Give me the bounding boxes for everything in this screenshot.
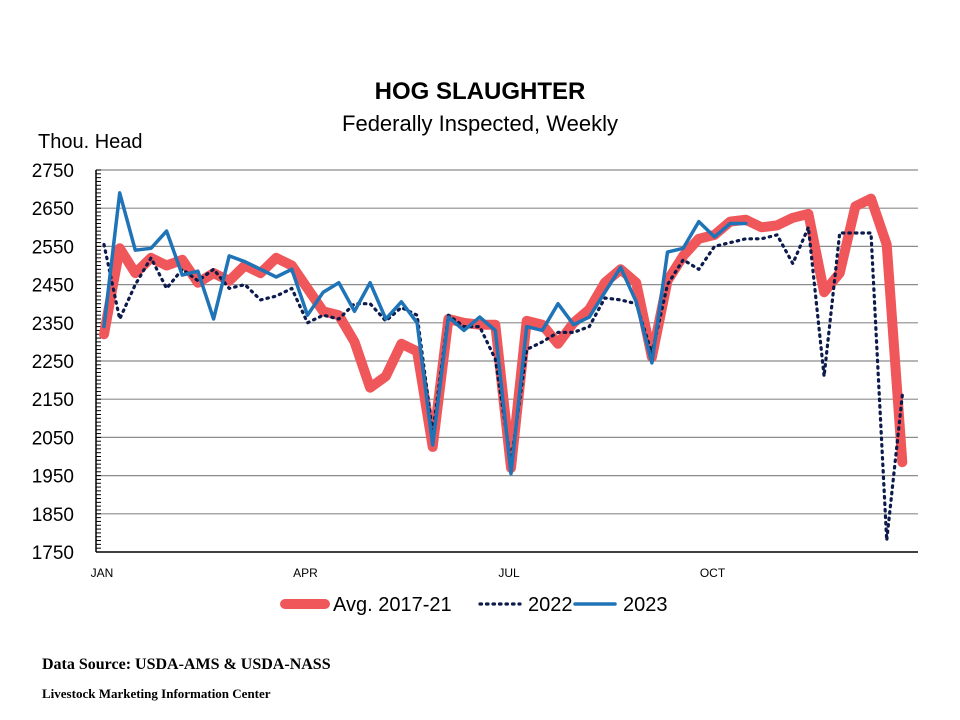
- x-tick-label: JUL: [498, 566, 520, 580]
- series-lines: [99, 191, 908, 543]
- y-tick-label: 1750: [32, 543, 74, 564]
- x-tick-label: JAN: [91, 566, 114, 580]
- y-tick-label: 2250: [32, 352, 74, 373]
- data-source-note: Data Source: USDA-AMS & USDA-NASS: [42, 656, 331, 673]
- y-axis-unit-label: Thou. Head: [38, 131, 143, 153]
- y-tick-label: 2750: [32, 161, 74, 182]
- chart-subtitle: Federally Inspected, Weekly: [342, 111, 618, 136]
- y-tick-label: 1950: [32, 467, 74, 488]
- legend-label-0: Avg. 2017-21: [333, 594, 452, 616]
- chart-title: HOG SLAUGHTER: [375, 78, 586, 105]
- series-line-0: [99, 193, 908, 473]
- y-tick-label: 2050: [32, 428, 74, 449]
- y-tick-label: 2150: [32, 390, 74, 411]
- y-tick-label: 2350: [32, 314, 74, 335]
- grid-lines: [96, 169, 918, 515]
- y-tick-label: 2650: [32, 199, 74, 220]
- axes: [95, 169, 918, 553]
- y-tick-label: 1850: [32, 505, 74, 526]
- y-tick-labels: 2750 2650 2550 2450 2350 2250 2150 2050 1950 1850…: [32, 161, 74, 564]
- credit-note: Livestock Marketing Information Center: [42, 686, 271, 701]
- legend-label-1: 2022: [528, 594, 573, 616]
- x-tick-label: OCT: [700, 566, 726, 580]
- x-tick-labels: JAN APR JUL OCT: [91, 566, 726, 580]
- y-tick-label: 2450: [32, 276, 74, 297]
- legend: Avg. 2017-21 2022 2023: [280, 594, 668, 616]
- y-tick-label: 2550: [32, 237, 74, 258]
- x-tick-label: APR: [293, 566, 318, 580]
- series-line-2: [102, 191, 748, 476]
- legend-label-2: 2023: [623, 594, 668, 616]
